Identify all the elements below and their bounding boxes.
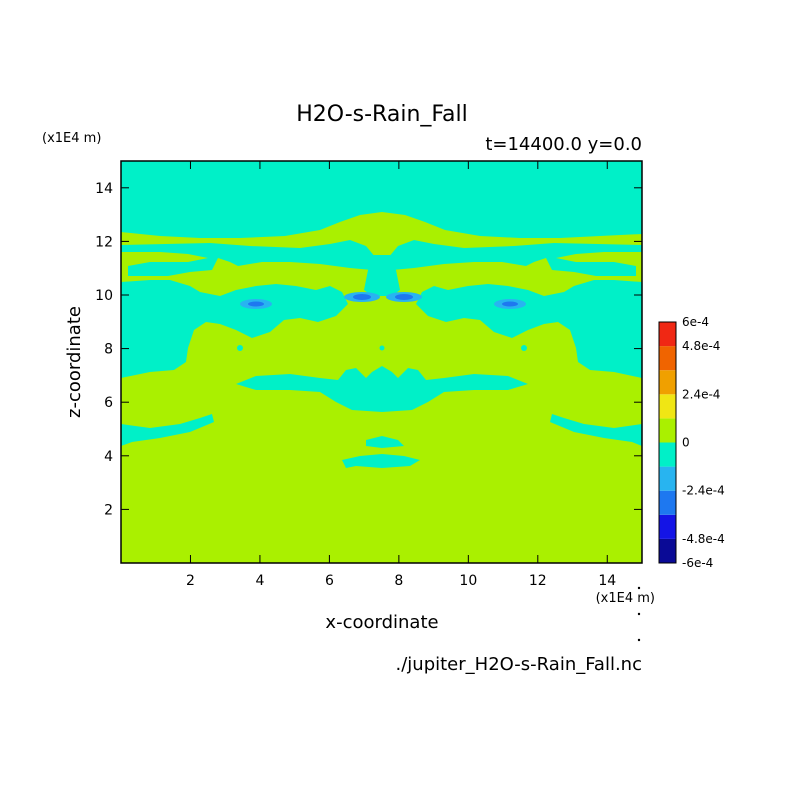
colorbar-tick-label: -2.4e-4	[682, 484, 725, 498]
colorbar: 6e-4 4.8e-4 2.4e-4 0 -2.4e-4 -4.8e-4 -6e-4	[658, 315, 725, 570]
contour-cyan-center-low2	[342, 454, 420, 468]
y-tick-label: 14	[95, 181, 113, 197]
contour-cyan-left	[121, 240, 376, 276]
y-axis-label: z-coordinate	[64, 306, 85, 418]
x-tick-label: 12	[529, 573, 547, 589]
contour-cyan-right-lower	[416, 280, 642, 378]
colorbar-frame	[658, 321, 677, 564]
plot-frame	[120, 160, 643, 564]
contour-blue-right-outer-core	[502, 301, 518, 307]
marker-dot-3	[637, 638, 641, 642]
colorbar-tick-label: 2.4e-4	[682, 387, 720, 401]
x-axis-ticks: 2 4 6 8 10 12 14	[186, 161, 616, 589]
marker-dot-1	[637, 586, 641, 590]
chart-title: H2O-s-Rain_Fall	[296, 102, 468, 127]
contour-cyan-left-band	[121, 414, 214, 446]
y-tick-label: 8	[104, 342, 113, 358]
colorbar-segment	[659, 514, 676, 539]
y-tick-label: 10	[95, 288, 113, 304]
colorbar-segment	[659, 370, 676, 395]
x-unit-label: (x1E4 m)	[596, 591, 655, 606]
y-tick-label: 6	[104, 395, 113, 411]
x-tick-label: 10	[459, 573, 477, 589]
contour-blue-center-right-core	[395, 294, 413, 300]
colorbar-segment	[659, 466, 676, 491]
colorbar-segment	[659, 490, 676, 515]
x-tick-label: 4	[255, 573, 264, 589]
x-tick-label: 8	[394, 573, 403, 589]
x-tick-label: 2	[186, 573, 195, 589]
contour-cyan-right	[388, 240, 642, 276]
colorbar-segment	[659, 418, 676, 443]
colorbar-segment	[659, 346, 676, 371]
y-tick-label: 12	[95, 234, 113, 250]
chart-subtitle: t=14400.0 y=0.0	[485, 134, 642, 155]
contour-cyan-mid-band	[236, 366, 528, 412]
contour-cyan-left-lower	[121, 280, 348, 378]
contour-cyan-center-low1	[366, 436, 404, 448]
y-tick-label: 4	[104, 449, 113, 465]
contour-cyan-right-band	[550, 414, 642, 446]
contour-cyan-top	[121, 161, 642, 238]
contour-dot-left	[237, 345, 243, 351]
colorbar-tick-label: 6e-4	[682, 315, 709, 329]
marker-dot-2	[637, 612, 641, 616]
contour-blue-left-outer-core	[248, 301, 264, 307]
y-unit-label: (x1E4 m)	[42, 131, 101, 146]
x-tick-label: 6	[325, 573, 334, 589]
contour-blue-center-left-core	[353, 294, 371, 300]
colorbar-tick-label: 0	[682, 436, 690, 450]
contour-cyan-center-column	[364, 255, 400, 296]
colorbar-segment	[659, 442, 676, 467]
colorbar-tick-label: -6e-4	[682, 556, 713, 570]
x-axis-label: x-coordinate	[325, 612, 438, 633]
contour-dot-center	[379, 345, 385, 351]
contour-dot-right	[521, 345, 527, 351]
colorbar-segment	[659, 394, 676, 419]
x-tick-label: 14	[598, 573, 616, 589]
colorbar-tick-label: 4.8e-4	[682, 339, 720, 353]
colorbar-segment	[659, 538, 676, 563]
contour-field	[121, 161, 642, 563]
y-tick-label: 2	[104, 502, 113, 518]
colorbar-tick-label: -4.8e-4	[682, 532, 725, 546]
y-axis-ticks: 2 4 6 8 10 12 14	[95, 181, 642, 518]
colorbar-segment	[659, 322, 676, 347]
source-file-label: ./jupiter_H2O-s-Rain_Fall.nc	[396, 654, 643, 675]
